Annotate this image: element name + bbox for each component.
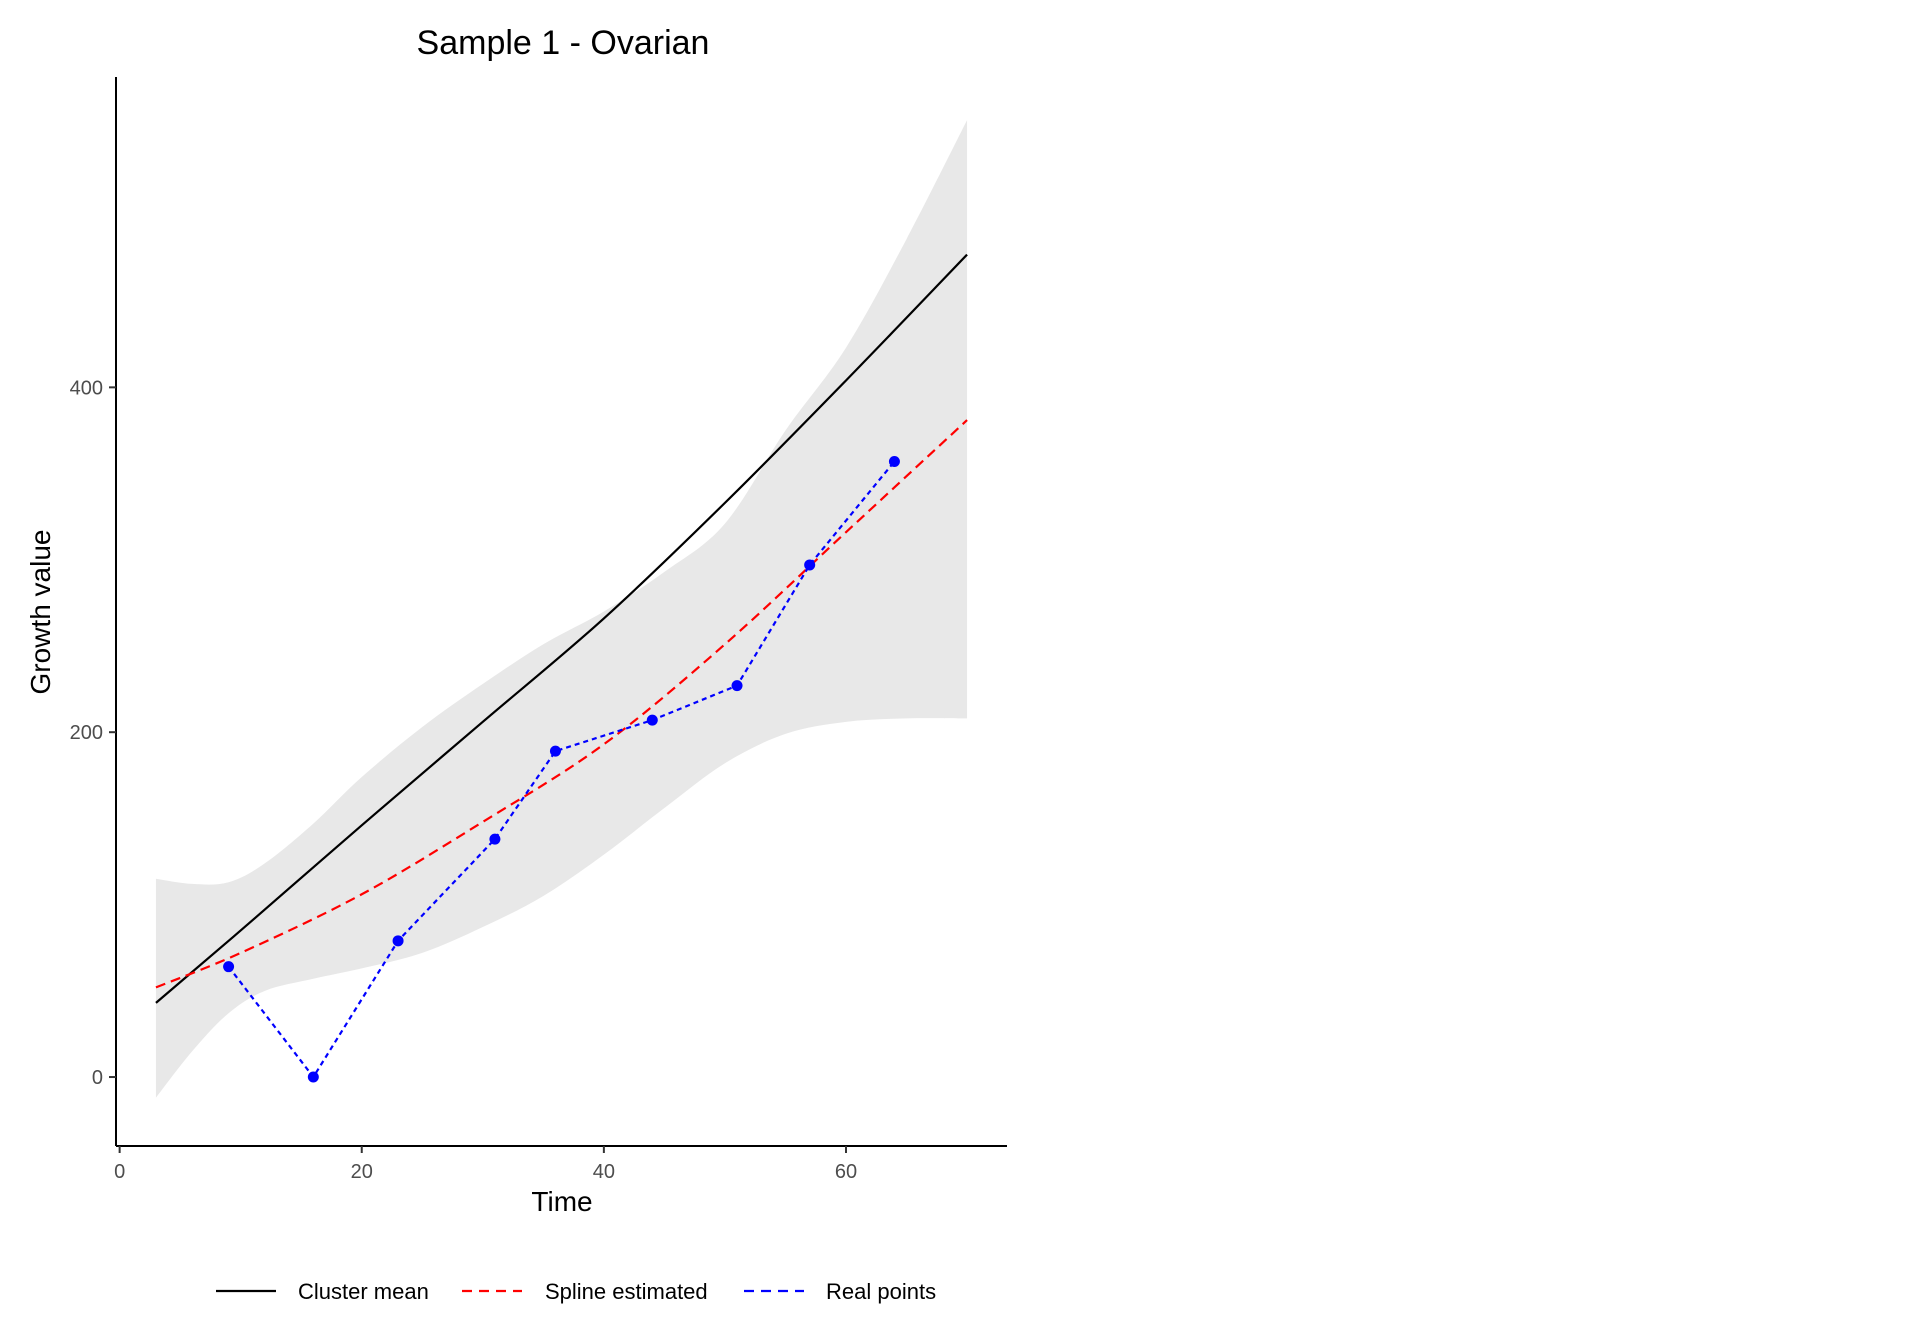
real-points-line [227,460,896,1079]
x-axis-title: Time [531,1186,592,1217]
legend-label-3: Real points [826,1279,936,1304]
y-tick-label: 0 [92,1067,103,1089]
confidence-band [155,120,968,1098]
x-tick-label: 60 [835,1161,857,1183]
spline-estimated-line [155,419,968,989]
chart-title: Sample 1 - Ovarian [417,24,710,62]
real-point [888,455,900,467]
y-tick-label: 400 [70,377,103,399]
real-point [307,1071,319,1083]
legend-label-1: Cluster mean [298,1279,429,1304]
real-point [392,935,404,947]
legend: Cluster mean Spline estimated Real points [216,1279,936,1304]
plot-area [155,120,968,1098]
x-ticks: 0 20 40 60 [114,1146,857,1183]
x-tick-label: 20 [351,1161,373,1183]
y-ticks: 0 200 400 [70,377,116,1089]
axes: 0 20 40 60 0 200 400 [70,77,1007,1183]
real-point [646,714,658,726]
real-point [223,961,235,973]
real-point [489,833,501,845]
y-axis-title: Growth value [25,530,56,695]
real-point [731,680,743,692]
cluster-mean-line [155,253,968,1004]
real-points [223,455,900,1083]
x-tick-label: 40 [593,1161,615,1183]
y-tick-label: 200 [70,722,103,744]
real-point [549,745,561,757]
real-point [804,559,816,571]
x-tick-label: 0 [114,1161,125,1183]
legend-label-2: Spline estimated [545,1279,708,1304]
